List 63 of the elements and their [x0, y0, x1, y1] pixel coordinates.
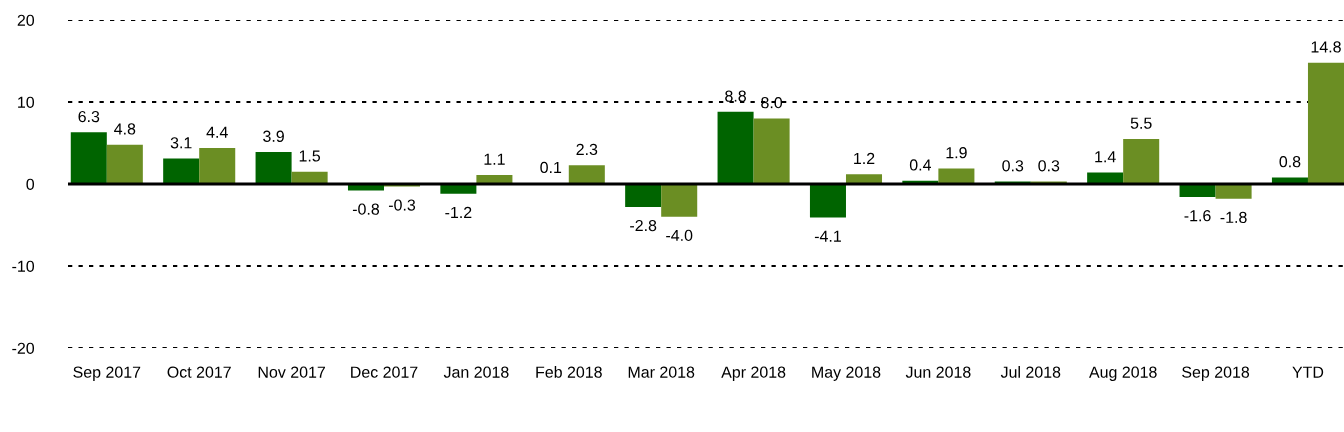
y-tick-label: -10 [12, 260, 35, 272]
x-tick-label: Feb 2018 [536, 366, 602, 378]
data-label: -0.3 [388, 199, 416, 211]
data-label: 1.4 [1095, 151, 1116, 163]
data-label: -4.0 [666, 229, 693, 242]
x-tick-label: Dec 2017 [351, 366, 418, 378]
data-label: -2.8 [630, 219, 657, 232]
data-label: 4.8 [114, 123, 136, 135]
data-label: 3.1 [170, 137, 192, 149]
data-label: -1.6 [1184, 210, 1211, 222]
data-label: 1.5 [299, 150, 321, 162]
x-tick-label: YTD [1292, 366, 1324, 378]
x-tick-label: Sep 2018 [1182, 366, 1250, 381]
data-label: -1.2 [445, 206, 472, 218]
data-label: 0.3 [1038, 160, 1060, 172]
bar [661, 184, 698, 217]
x-tick-label: Apr 2018 [721, 366, 786, 381]
bar [568, 165, 605, 184]
x-tick-label: Jun 2018 [905, 366, 971, 378]
bar [440, 184, 477, 194]
bar [163, 158, 200, 184]
bar [1179, 184, 1216, 198]
bar [809, 184, 846, 218]
x-tick-label: Nov 2017 [258, 366, 325, 378]
data-label: 6.3 [78, 110, 100, 123]
bar [938, 168, 975, 184]
data-label: -0.8 [352, 203, 380, 215]
data-label: 5.5 [1130, 117, 1152, 129]
x-tick-label: Mar 2018 [628, 366, 695, 378]
data-label: 0.3 [1002, 160, 1024, 172]
data-label: 0.4 [909, 159, 931, 171]
bar [845, 174, 883, 184]
data-label: 1.9 [946, 147, 967, 159]
x-tick-label: Jan 2018 [443, 366, 509, 378]
bar [255, 152, 292, 184]
bar [625, 184, 662, 207]
bar [199, 147, 236, 184]
bar [717, 111, 754, 184]
data-label: 0.8 [1279, 156, 1301, 168]
data-label: 4.4 [206, 126, 228, 138]
data-label: 2.3 [576, 143, 598, 156]
bar [1215, 184, 1252, 199]
y-tick-label: 10 [18, 96, 35, 108]
y-tick-label: 20 [17, 14, 35, 26]
bar [1123, 138, 1160, 184]
data-label: 1.2 [854, 152, 875, 164]
y-tick-label: -20 [12, 342, 35, 354]
x-tick-label: May 2018 [812, 366, 881, 381]
data-label: 14.8 [1311, 41, 1341, 53]
bar [106, 144, 143, 184]
y-tick-label: 0 [26, 178, 35, 190]
x-tick-label: Oct 2017 [167, 366, 231, 378]
bar [70, 132, 107, 184]
x-tick-label: Aug 2018 [1089, 366, 1157, 381]
data-label: 0.1 [540, 161, 562, 174]
bar [1307, 62, 1344, 184]
bar [753, 118, 790, 184]
data-label: -1.8 [1220, 211, 1247, 223]
x-tick-label: Sep 2017 [73, 366, 141, 381]
data-label: 3.9 [263, 130, 284, 142]
data-label: 1.1 [484, 153, 505, 165]
data-label: -4.1 [814, 230, 841, 242]
x-tick-label: Jul 2018 [1000, 366, 1061, 378]
